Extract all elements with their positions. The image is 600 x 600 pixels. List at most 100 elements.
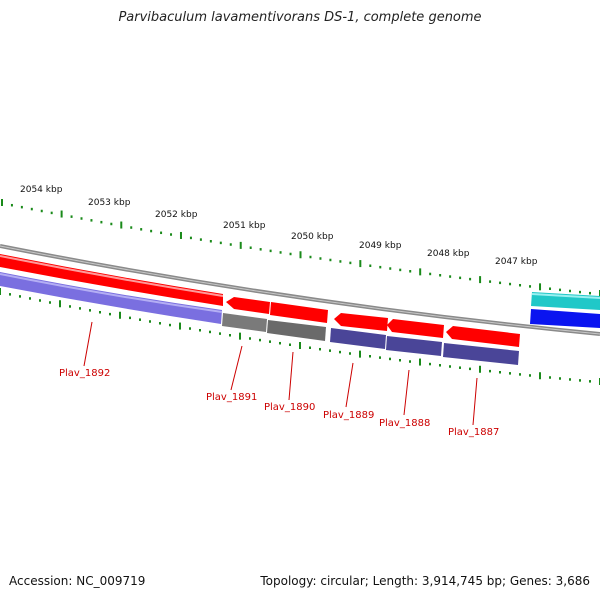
minor-tick (110, 222, 113, 226)
gene-blue[interactable] (530, 309, 600, 328)
minor-tick (50, 211, 53, 215)
minor-tick (589, 380, 591, 383)
minor-tick (529, 285, 532, 288)
minor-tick (199, 329, 201, 332)
minor-tick (40, 209, 43, 213)
minor-tick (569, 289, 572, 293)
forward-strand (0, 254, 520, 347)
gene-forward-1888[interactable] (387, 319, 444, 338)
minor-tick (229, 334, 231, 337)
label-leaders (83, 321, 478, 426)
minor-tick (140, 228, 143, 231)
minor-tick (90, 219, 93, 222)
page-title: Parvibaculum lavamentivorans DS-1, compl… (118, 10, 482, 25)
gene-labels: Plav_1892 Plav_1891 Plav_1890 Plav_1889 … (59, 368, 499, 438)
gene-forward-1889[interactable] (334, 313, 388, 331)
gene-forward-1891[interactable] (226, 297, 270, 314)
inner-tick-ring (0, 288, 600, 385)
gene-label-plav-1890: Plav_1890 (264, 402, 315, 413)
major-tick (120, 221, 123, 229)
minor-tick (189, 327, 191, 330)
major-tick (239, 332, 241, 340)
kbp-label-2052: 2052 kbp (155, 210, 198, 220)
minor-tick (489, 369, 491, 373)
minor-tick (549, 376, 551, 379)
minor-tick (79, 307, 81, 310)
kbp-label-2050: 2050 kbp (291, 232, 334, 242)
minor-tick (579, 379, 581, 382)
minor-tick (349, 352, 351, 355)
minor-tick (409, 360, 411, 363)
minor-tick (209, 330, 211, 334)
major-tick (60, 210, 63, 218)
minor-tick (150, 229, 153, 233)
gene-forward-1890[interactable] (270, 302, 328, 323)
major-tick (419, 268, 422, 276)
minor-tick (89, 309, 91, 312)
minor-tick (10, 203, 13, 207)
minor-tick (569, 378, 571, 381)
minor-tick (349, 261, 352, 265)
major-tick (299, 342, 301, 349)
gene-label-plav-1892: Plav_1892 (59, 368, 110, 379)
major-tick (119, 311, 121, 319)
minor-tick (519, 373, 521, 376)
minor-tick (369, 355, 371, 358)
minor-tick (529, 374, 531, 377)
minor-tick (329, 349, 331, 352)
minor-tick (429, 272, 432, 276)
minor-tick (519, 283, 522, 287)
gene-reverse-1889[interactable] (330, 328, 386, 349)
minor-tick (399, 359, 401, 362)
minor-tick (269, 249, 272, 253)
minor-tick (339, 350, 341, 354)
minor-tick (339, 260, 342, 263)
minor-tick (429, 362, 431, 366)
minor-tick (439, 364, 441, 367)
minor-tick (149, 320, 151, 323)
minor-tick (499, 371, 501, 374)
gene-reverse-1888[interactable] (386, 336, 442, 356)
minor-tick (579, 290, 582, 294)
minor-tick (99, 311, 101, 314)
kbp-label-2048: 2048 kbp (427, 249, 470, 259)
minor-tick (129, 316, 131, 320)
minor-tick (369, 264, 372, 267)
minor-tick (439, 274, 442, 277)
minor-tick (459, 276, 462, 280)
minor-tick (289, 343, 291, 346)
major-tick (1, 199, 3, 206)
minor-tick (509, 372, 511, 375)
minor-tick (469, 367, 471, 371)
minor-tick (49, 301, 51, 304)
gene-reverse-1890[interactable] (267, 320, 326, 341)
minor-tick (279, 341, 281, 345)
gene-reverse-1891[interactable] (222, 313, 267, 332)
minor-tick (219, 241, 222, 245)
minor-tick (279, 251, 282, 254)
gene-label-plav-1889: Plav_1889 (323, 410, 374, 421)
kbp-label-2054: 2054 kbp (20, 185, 63, 195)
minor-tick (309, 346, 311, 349)
minor-tick (9, 293, 11, 296)
minor-tick (409, 270, 412, 273)
gene-label-plav-1887: Plav_1887 (448, 427, 499, 438)
minor-tick (379, 356, 381, 359)
minor-tick (160, 231, 163, 235)
major-tick (299, 251, 302, 259)
gene-forward-1887[interactable] (446, 326, 520, 347)
gene-reverse-1887[interactable] (443, 343, 519, 365)
minor-tick (309, 255, 312, 259)
minor-tick (499, 281, 502, 285)
minor-tick (39, 299, 41, 302)
minor-tick (19, 295, 21, 298)
major-tick (359, 260, 362, 268)
minor-tick (269, 340, 271, 343)
major-tick (359, 350, 361, 358)
kbp-label-2049: 2049 kbp (359, 241, 402, 251)
minor-tick (459, 366, 461, 369)
minor-tick (20, 205, 23, 209)
genome-summary-text: Topology: circular; Length: 3,914,745 bp… (260, 574, 590, 588)
kbp-labels: 2054 kbp 2053 kbp 2052 kbp 2051 kbp 2050… (20, 185, 538, 267)
